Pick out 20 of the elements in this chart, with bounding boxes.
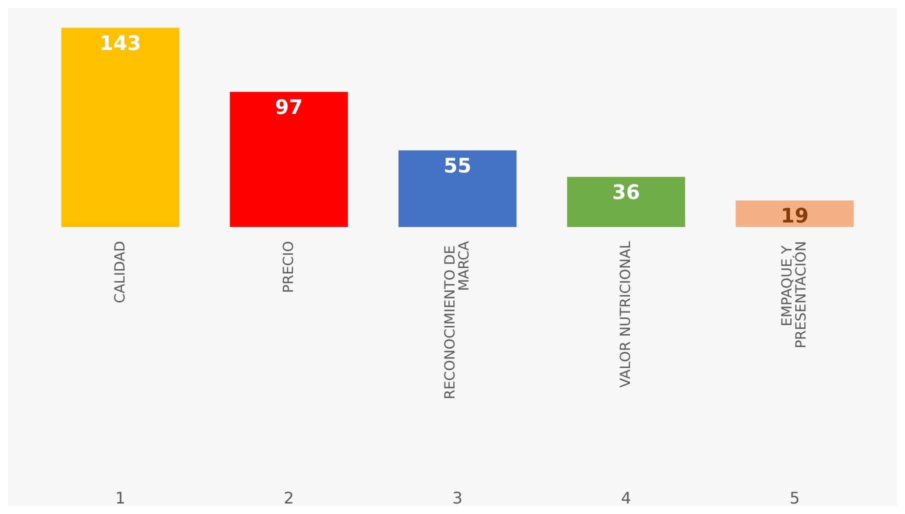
data-label: 97 <box>274 94 303 119</box>
text: 4 <box>621 488 632 508</box>
bar <box>567 176 686 227</box>
x-tick-label: CALIDAD <box>112 241 128 304</box>
data-label: 143 <box>99 30 142 55</box>
x-tick-label: EMPAQUE Y PRESENTACIÓN <box>780 241 810 348</box>
bar <box>736 200 854 227</box>
data-label: 19 <box>780 204 809 228</box>
x-tick-label: PRECIO <box>280 241 297 293</box>
x-tick-label: VALOR NUTRICIONAL <box>618 240 634 388</box>
text: 1 <box>115 488 126 508</box>
bar <box>61 28 180 227</box>
text: 2 <box>284 488 294 508</box>
bar <box>398 150 517 227</box>
x-tick-label: RECONOCIMIENTO DE MARCA <box>442 240 472 400</box>
text: 5 <box>790 488 800 508</box>
data-label: 55 <box>444 153 472 178</box>
text: 3 <box>452 488 463 508</box>
bar <box>230 92 348 227</box>
data-label: 36 <box>612 180 640 204</box>
